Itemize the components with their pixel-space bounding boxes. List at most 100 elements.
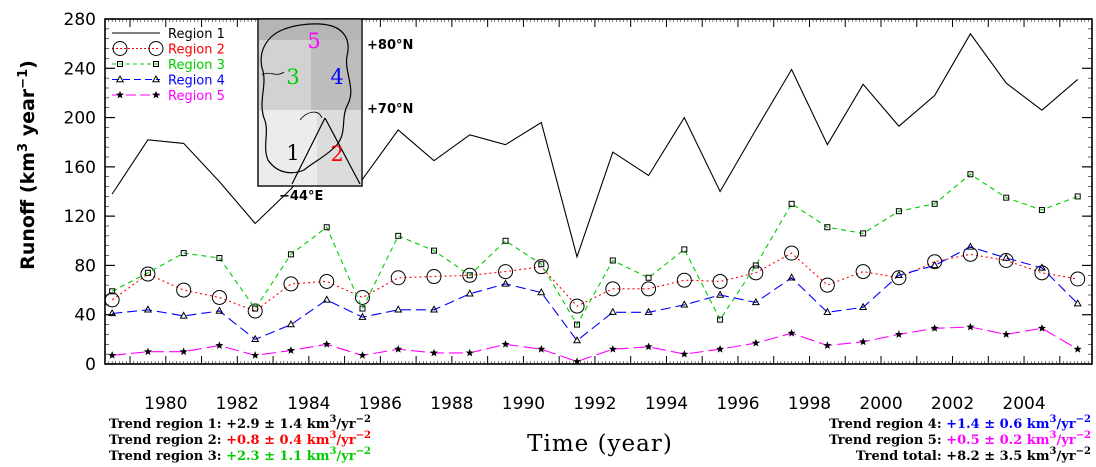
latitude-label-70n: +70°N [367,102,413,117]
data-point-region-4 [394,305,403,313]
data-point-region-3 [109,288,116,295]
data-point-region-4 [716,290,725,298]
data-point-region-5 [501,340,510,348]
trend-value-sup: 3 [1050,446,1057,457]
series-5 [108,322,1082,365]
greenland-coastline [260,23,352,174]
data-point-region-4 [286,320,296,328]
trend-value: +2.9 ± 1.4 km [226,417,330,432]
data-point-region-4 [143,305,152,313]
y-tick-label: 40 [74,306,96,326]
trend-value: +2.3 ± 1.1 km [226,449,330,464]
data-point-region-3 [502,237,509,244]
x-tick-label: 1998 [788,394,831,414]
data-point-region-3 [216,255,223,262]
trend-unit-sup: −2 [1076,414,1091,425]
x-tick-label: 1980 [144,394,187,414]
data-point-region-5 [716,345,725,353]
data-point-region-2 [605,281,621,297]
data-point-region-4 [966,242,975,250]
data-point-region-5 [358,351,367,359]
data-point-region-5 [930,324,939,332]
series-2 [104,245,1086,319]
legend-marker-region-4 [115,74,125,83]
data-point-region-4 [108,308,117,317]
legend-label-region-4: Region 4 [168,74,225,89]
data-point-region-5 [823,341,832,349]
x-axis-label: Time (year) [527,431,673,457]
legend-marker-region-3 [153,61,159,67]
legend-marker-region-3 [117,61,123,67]
data-point-region-4 [644,307,653,315]
y-tick-label: 280 [64,10,96,30]
y-tick-label: 80 [74,256,96,276]
data-point-region-5 [430,348,438,357]
svg-text:Runoff (km3 year−1): Runoff (km3 year−1) [16,60,39,270]
trend-value: +0.8 ± 0.4 km [226,433,330,448]
data-point-region-4 [608,307,617,315]
trend-label: Trend total: [856,449,946,464]
data-point-region-3 [574,321,581,328]
data-point-region-3 [860,230,867,237]
x-tick-label: 1996 [716,394,759,414]
data-point-region-2 [676,272,692,288]
trend-unit: /yr [1057,417,1076,432]
data-point-region-3 [717,316,724,323]
trend-unit: /yr [336,433,355,448]
data-point-region-2 [390,270,406,286]
data-point-region-5 [108,351,117,359]
inset-zone-region-3 [259,40,311,110]
inset-coast-detail [261,71,285,76]
plot-frame [104,18,1093,365]
data-point-region-4 [859,302,868,311]
data-point-region-3 [824,224,831,231]
data-point-region-3 [144,269,151,276]
data-point-region-4 [429,305,439,313]
data-point-region-3 [538,261,545,268]
data-point-region-5 [465,348,474,357]
y-tick-label: 160 [64,158,96,178]
trend-unit: /yr [336,449,355,464]
data-point-region-5 [859,337,868,346]
data-point-region-4 [537,288,546,296]
data-point-region-5 [1073,345,1082,353]
trend-unit-sup: −2 [356,446,371,457]
legend-marker-region-5 [116,90,124,99]
data-point-region-2 [104,292,120,308]
inset-region-number-4: 4 [330,65,343,89]
inset-coast-detail [299,111,323,121]
legend-marker-region-2 [112,41,128,56]
trend-label: Trend region 3: [109,449,226,464]
data-point-region-4 [1002,253,1011,261]
inset-region-number-5: 5 [307,29,320,53]
trend-value-sup: 3 [1050,414,1057,425]
data-point-region-3 [359,305,366,312]
trend-value: +0.5 ± 0.2 km [946,433,1050,448]
y-tick-label: 120 [64,207,96,227]
data-point-region-4 [1037,263,1046,271]
data-point-region-3 [323,224,330,231]
data-point-region-3 [1074,193,1081,200]
trend-text-left-1: Trend region 1: +2.9 ± 1.4 km3/yr−2 [109,414,371,432]
x-tick-label: 1990 [502,394,545,414]
trend-text-left-2: Trend region 2: +0.8 ± 0.4 km3/yr−2 [109,430,371,448]
x-tick-label: 2004 [1002,394,1045,414]
data-point-region-2 [140,266,156,282]
data-point-region-2 [176,282,192,298]
series-4 [108,242,1082,344]
data-point-region-5 [1002,330,1011,338]
data-point-region-5 [143,347,152,356]
data-point-region-2 [498,264,514,280]
trend-label: Trend region 5: [829,433,946,448]
series-line-region-4 [112,246,1079,342]
data-point-region-4 [823,307,832,315]
trend-value: +1.4 ± 0.6 km [946,417,1050,432]
series-line-region-3 [111,173,1078,326]
series-line-region-1 [111,32,1079,259]
data-point-region-4 [1073,299,1082,307]
data-point-region-2 [855,264,871,280]
series-3 [109,171,1081,328]
data-point-region-3 [895,208,902,215]
data-point-region-3 [931,200,938,207]
